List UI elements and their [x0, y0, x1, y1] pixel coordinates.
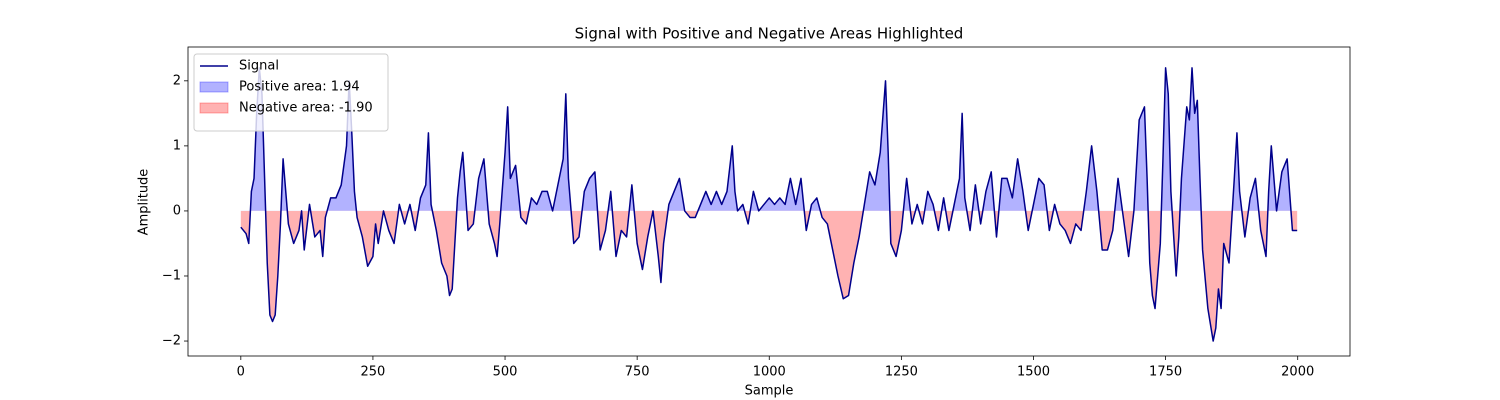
- fill-area: [240, 210, 1298, 342]
- x-tick-label: 1750: [1149, 365, 1182, 380]
- y-tick-label: 1: [173, 138, 181, 153]
- x-tick-label: 250: [361, 365, 386, 380]
- legend-patch: [199, 102, 229, 114]
- x-tick-label: 1500: [1017, 365, 1050, 380]
- x-tick-label: 2000: [1281, 365, 1314, 380]
- legend-label: Positive area: 1.94: [239, 80, 360, 95]
- x-tick-label: 1000: [753, 365, 786, 380]
- chart-title: Signal with Positive and Negative Areas …: [575, 25, 964, 43]
- y-tick-label: 2: [173, 73, 181, 88]
- legend-label: Negative area: -1.90: [239, 101, 373, 116]
- legend-box: [193, 53, 389, 132]
- signal-line: [240, 67, 1298, 342]
- x-tick-label: 1250: [885, 365, 918, 380]
- x-tick-label: 0: [237, 365, 245, 380]
- legend-patch: [199, 81, 229, 93]
- y-tick-label: −1: [162, 268, 181, 283]
- y-axis-label: Amplitude: [137, 169, 152, 236]
- x-axis-label: Sample: [745, 384, 794, 399]
- y-tick-label: 0: [173, 203, 181, 218]
- x-tick-label: 500: [493, 365, 518, 380]
- y-tick-label: −2: [162, 334, 181, 349]
- legend-label: Signal: [239, 59, 279, 74]
- x-tick-label: 750: [625, 365, 650, 380]
